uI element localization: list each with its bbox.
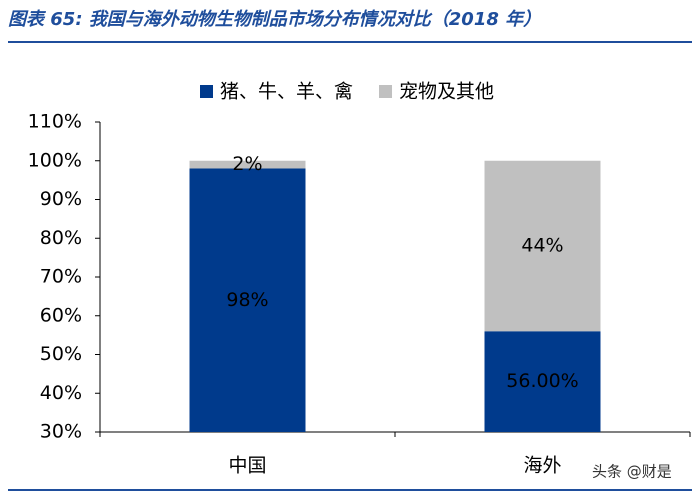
y-tick-label: 30%	[40, 421, 82, 443]
y-tick-label: 70%	[40, 266, 82, 288]
bar-segment	[189, 160, 306, 169]
value-label: 56.00%	[506, 370, 578, 392]
y-tick-label: 60%	[40, 304, 82, 326]
value-label: 2%	[232, 153, 262, 175]
value-label: 44%	[521, 235, 563, 257]
bar-segment	[484, 331, 601, 432]
bar-segment	[484, 160, 601, 332]
chart-title: 图表 65: 我国与海外动物生物制品市场分布情况对比（2018 年）	[8, 9, 541, 30]
x-tick-label: 海外	[523, 455, 561, 477]
x-tick-label: 中国	[228, 455, 266, 477]
value-label: 98%	[226, 289, 268, 311]
y-tick-label: 110%	[28, 111, 82, 133]
y-tick-label: 100%	[28, 149, 82, 171]
y-tick-label: 90%	[40, 188, 82, 210]
y-tick-label: 50%	[40, 343, 82, 365]
legend-label: 猪、牛、羊、禽	[220, 81, 353, 103]
y-tick-label: 80%	[40, 227, 82, 249]
y-tick-label: 40%	[40, 382, 82, 404]
legend-swatch	[200, 85, 213, 98]
watermark: 头条 @财是	[592, 463, 672, 481]
bar-segment	[189, 168, 306, 432]
legend-label: 宠物及其他	[399, 81, 494, 103]
legend-swatch	[379, 85, 393, 98]
